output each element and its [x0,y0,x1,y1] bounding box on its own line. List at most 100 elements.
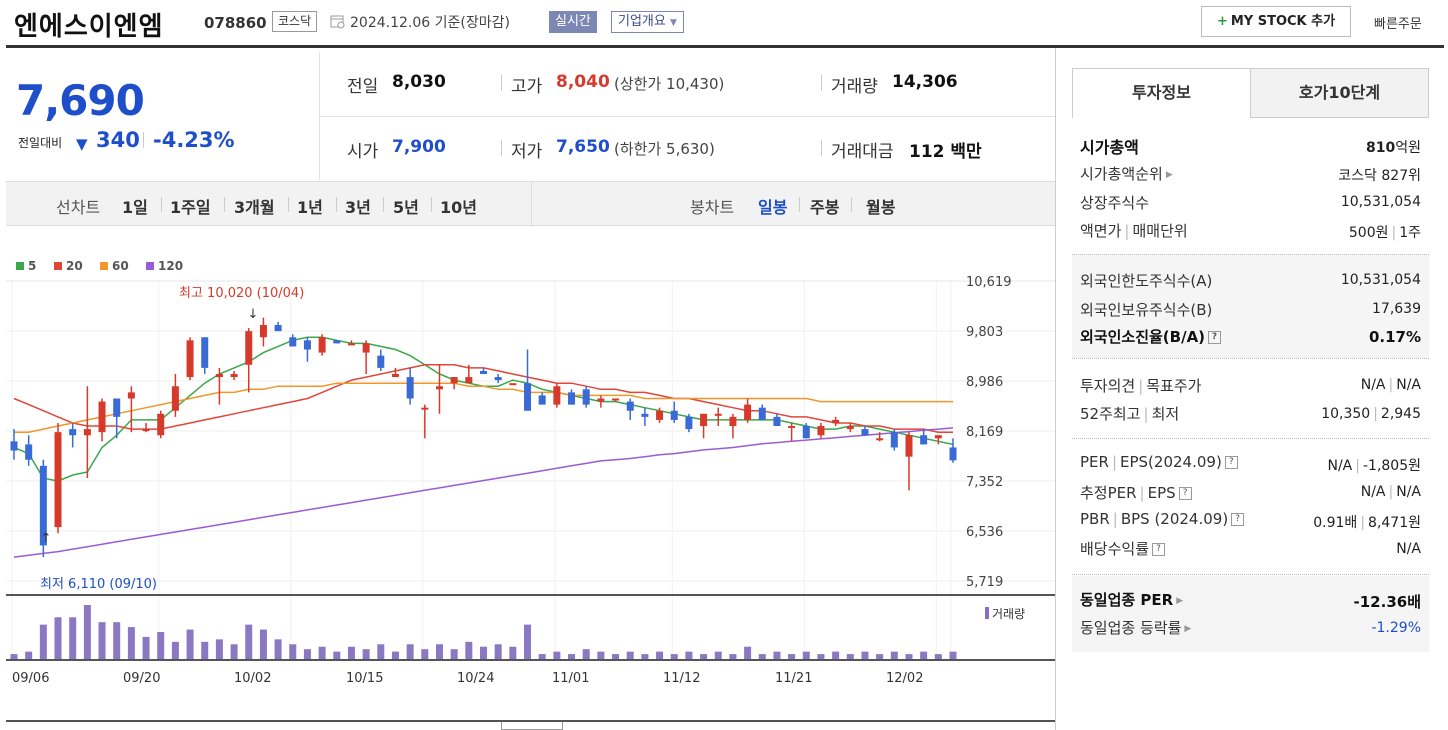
foreign-hold-label: 외국인보유주식수(B) [1080,301,1213,319]
add-mystock-button[interactable]: + MY STOCK 추가 [1201,6,1351,37]
period-1d[interactable]: 1일 [122,198,148,217]
volume-bar [274,639,282,659]
divider [799,197,800,212]
header-divider [6,45,1444,48]
help-icon[interactable]: ? [1208,331,1222,344]
candle-body [362,343,370,353]
foreign-ratio-label: 외국인소진율(B/A)? [1080,326,1222,347]
expand-chart-tab[interactable] [501,722,563,730]
candle-weekly[interactable]: 주봉 [810,198,840,217]
bps-value: 8,471원 [1368,515,1421,531]
realtime-button[interactable]: 실시간 [549,11,597,33]
volume-bar [920,651,928,659]
help-icon[interactable]: ? [1152,543,1166,556]
stock-header: 엔에스이엔엠 078860 코스닥 2024.12.06 기준(장마감) 실시간… [0,0,1448,46]
candle-body [656,410,664,420]
open-value: 7,900 [392,137,446,157]
y-tick-label: 8,169 [966,425,1003,440]
volume-bar [391,651,399,659]
period-3y[interactable]: 3년 [345,198,371,217]
caret-down-icon: ▼ [669,18,677,28]
candle-daily[interactable]: 일봉 [758,198,788,217]
divider [531,182,532,227]
candle-body [494,377,502,381]
divider [336,197,337,212]
candle-body [435,386,443,390]
candle-body [421,407,429,410]
opinion-target-label: 투자의견 | 목표주가 [1080,377,1202,395]
divider [319,116,1055,117]
sector-per-link[interactable]: 동일업종 PER ▶ [1080,589,1183,610]
est-per-value: N/A | N/A [1360,484,1421,500]
volume-bar [245,624,253,659]
legend-label-60: 60 [112,259,129,273]
volume-bar [83,605,91,659]
divider [851,197,852,212]
candle-body [83,429,91,436]
period-1w[interactable]: 1주일 [170,198,211,217]
divider [143,132,144,148]
candle-body [890,432,898,448]
bps-label: BPS (2024.09) [1120,510,1229,528]
quick-order-link[interactable]: 빠른주문 [1374,17,1422,32]
volume-bar [54,617,62,659]
sector-group [1072,576,1429,652]
help-icon[interactable]: ? [1178,487,1192,500]
market-cap-rank-value: 코스닥 827위 [1338,168,1421,184]
per-eps-label: PER | EPS(2024.09)? [1080,453,1238,471]
candle-body [215,374,223,378]
foreign-ownership-group [1072,254,1429,358]
candle-body [54,432,62,528]
volume-bar [626,651,634,659]
market-cap-rank-link[interactable]: 시가총액순위 ▶ [1080,163,1173,184]
period-3m[interactable]: 3개월 [234,198,275,217]
candle-body [832,419,840,423]
info-tabs: 투자정보 호가10단계 [1072,68,1429,118]
candle-body [25,444,33,460]
volume-bar [934,654,942,659]
volume-bar [802,651,810,659]
volume-bar [846,654,854,659]
est-per-number: N/A [1360,484,1386,500]
volume-bar [480,646,487,659]
plus-icon: + [1216,14,1228,29]
chart-legend: 5 20 60 120 [16,259,183,273]
low-value: 7,650 [556,137,610,157]
sector-change-link[interactable]: 동일업종 등락률 ▶ [1080,617,1191,638]
tab-order-book[interactable]: 호가10단계 [1251,68,1429,118]
company-overview-button[interactable]: 기업개요 ▼ [611,11,684,33]
volume-bar [494,644,502,659]
candle-monthly[interactable]: 월봉 [866,198,896,217]
candle-body [788,426,796,429]
help-icon[interactable]: ? [1224,456,1238,469]
candle-body [612,398,620,401]
opinion-value: N/A [1360,377,1386,393]
dividend-text: 배당수익률 [1080,540,1150,558]
volume-bar [362,649,370,659]
help-icon[interactable]: ? [1231,513,1245,526]
volume-bar [597,651,605,659]
candle-body [406,377,414,399]
divider [161,197,162,212]
volume-bar [890,651,898,659]
volume-bar [215,639,223,659]
volume-bar [876,654,884,659]
date-text: 2024.12.06 기준(장마감) [350,15,510,31]
period-5y[interactable]: 5년 [393,198,419,217]
divider [383,197,384,212]
volume-bar [171,641,179,659]
target-value: N/A [1396,377,1421,393]
candle-body [861,429,869,436]
candle-body [670,410,678,420]
period-1y[interactable]: 1년 [297,198,323,217]
divider [501,75,502,91]
candle-body [98,401,106,433]
period-10y[interactable]: 10년 [440,198,477,217]
x-tick-label: 09/20 [123,671,160,686]
tab-investment-info[interactable]: 투자정보 [1072,68,1251,118]
candle-body [127,392,135,399]
price-chart[interactable]: 5 20 60 120 10,619 9,803 8,986 8,169 7,352 6,536… [0,226,1055,730]
volume-legend-swatch [985,607,989,619]
down-arrow-icon: ↓ [248,307,259,322]
volume-bar [832,651,840,659]
